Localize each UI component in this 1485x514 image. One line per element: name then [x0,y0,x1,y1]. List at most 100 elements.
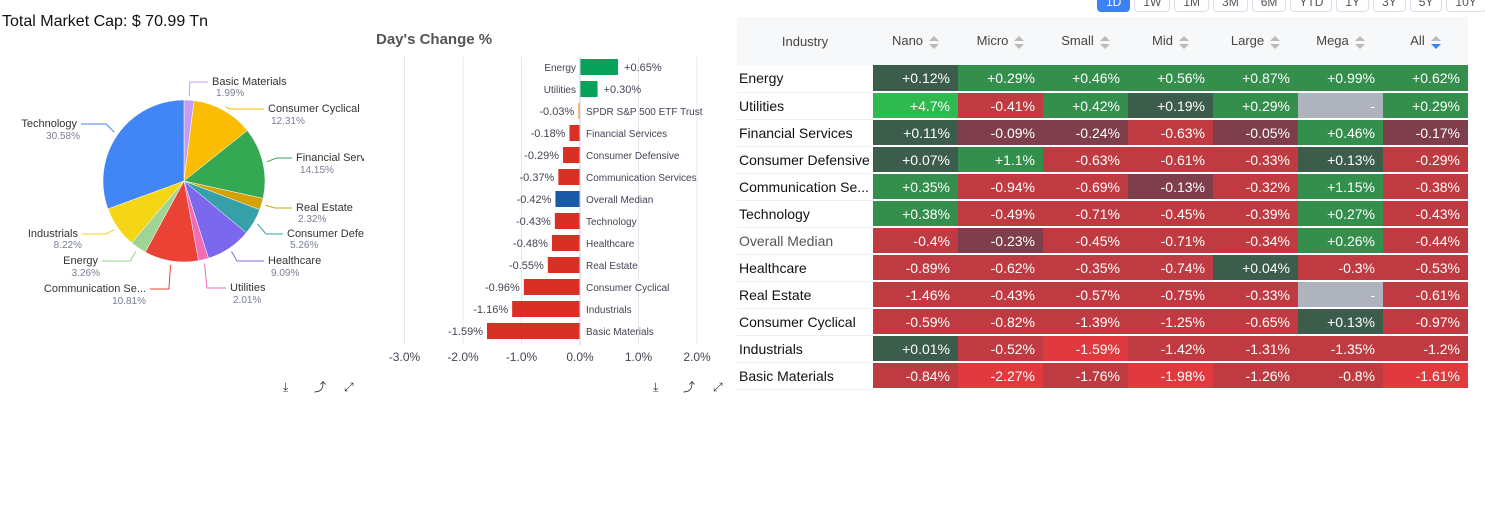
bar[interactable] [580,59,619,75]
sort-ascending-icon[interactable] [1430,35,1441,41]
sort-descending-icon[interactable] [1099,43,1110,49]
change-cell: -1.46% [873,281,958,309]
column-header-micro[interactable]: Micro [958,17,1043,65]
bar[interactable] [558,169,580,185]
timeframe-1d[interactable]: 1D [1097,0,1131,12]
sort-icon[interactable] [1099,35,1110,49]
sort-ascending-icon[interactable] [1270,35,1281,41]
pie-label: Industrials [27,228,78,240]
table-row[interactable]: Consumer Cyclical -0.59% -0.82% -1.39% -1.25… [737,308,1468,336]
table-row[interactable]: Basic Materials -0.84% -2.27% -1.76% -1.98% -… [737,362,1468,390]
pie-svg [81,81,292,290]
timeframe-3y[interactable]: 3Y [1373,0,1406,12]
header-label: Mega [1316,33,1349,49]
table-row[interactable]: Financial Services +0.11% -0.09% -0.24% -0.6… [737,119,1468,147]
sort-ascending-icon[interactable] [1178,35,1189,41]
column-header-large[interactable]: Large [1213,17,1298,65]
timeframe-ytd[interactable]: YTD [1290,0,1333,12]
x-tick-label: -2.0% [447,350,479,364]
sort-descending-icon[interactable] [1270,43,1281,49]
timeframe-6m[interactable]: 6M [1251,0,1287,12]
industry-name: Technology [737,200,873,228]
bar-category-label: Overall Median [586,195,653,206]
column-header-all[interactable]: All [1383,17,1468,65]
column-header-mid[interactable]: Mid [1128,17,1213,65]
pie-slice[interactable] [102,99,185,210]
bar[interactable] [512,301,580,317]
pie-label-line [257,223,283,235]
bar[interactable] [569,125,580,141]
change-cell: -1.35% [1298,335,1383,363]
change-cell: -0.38% [1383,173,1468,201]
download-icon[interactable]: ⤓ [653,380,659,394]
table-row[interactable]: Overall Median -0.4% -0.23% -0.45% -0.71% -0.… [737,227,1468,255]
sort-descending-icon[interactable] [1430,43,1441,49]
pie-slice[interactable] [183,100,248,182]
x-tick-label: 2.0% [683,350,711,364]
table-row[interactable]: Consumer Defensive +0.07% +1.1% -0.63% -0.61… [737,146,1468,174]
column-header-industry[interactable]: Industry [737,17,873,65]
change-cell: -0.43% [1383,200,1468,228]
sort-descending-icon[interactable] [1178,43,1189,49]
pie-label-line [102,250,137,262]
pie-label: Real Estate [296,202,353,214]
sort-descending-icon[interactable] [1014,43,1025,49]
change-cell: +0.12% [873,65,958,93]
table-row[interactable]: Industrials +0.01% -0.52% -1.59% -1.42% -1.31… [737,335,1468,363]
bar[interactable] [547,257,580,273]
table-row[interactable]: Utilities +4.7% -0.41% +0.42% +0.19% +0.29% - +… [737,92,1468,120]
column-header-mega[interactable]: Mega [1298,17,1383,65]
timeframe-5y[interactable]: 5Y [1409,0,1443,12]
change-cell: -1.2% [1383,335,1468,363]
industry-name: Healthcare [737,254,873,282]
sort-descending-icon[interactable] [929,43,940,49]
change-cell: -2.27% [958,362,1043,390]
x-tick-label: 0.0% [566,350,594,364]
change-cell: -0.09% [958,119,1043,147]
download-icon[interactable]: ⤓ [283,380,289,394]
timeframe-3m[interactable]: 3M [1213,0,1248,12]
column-header-small[interactable]: Small [1043,17,1128,65]
sort-descending-icon[interactable] [1354,43,1365,49]
bar[interactable] [580,81,598,97]
bar[interactable] [554,213,580,229]
sort-ascending-icon[interactable] [1354,35,1365,41]
change-cell: -0.75% [1128,281,1213,309]
table-row[interactable]: Technology +0.38% -0.49% -0.71% -0.45% -0.39%… [737,200,1468,228]
bar-category-label: Healthcare [586,239,635,250]
sort-icon[interactable] [929,35,940,49]
share-icon[interactable]: ⤴ [314,380,327,394]
timeframe-1w[interactable]: 1W [1134,0,1171,12]
bar[interactable] [578,103,580,119]
column-header-nano[interactable]: Nano [873,17,958,65]
sort-ascending-icon[interactable] [1014,35,1025,41]
sort-icon[interactable] [1014,35,1025,49]
timeframe-1m[interactable]: 1M [1174,0,1210,12]
change-cell: +0.29% [958,65,1043,93]
bar[interactable] [551,235,580,251]
sort-icon[interactable] [1430,35,1441,49]
sort-icon[interactable] [1178,35,1189,49]
sort-ascending-icon[interactable] [1099,35,1110,41]
table-row[interactable]: Real Estate -1.46% -0.43% -0.57% -0.75% -0.33… [737,281,1468,309]
bar[interactable] [486,323,580,339]
change-cell: -1.42% [1128,335,1213,363]
pie-slice[interactable] [183,130,266,199]
change-cell: +0.07% [873,146,958,174]
bar[interactable] [563,147,580,163]
sort-icon[interactable] [1270,35,1281,49]
share-icon[interactable]: ⤴ [683,380,696,394]
pie-label: Energy [63,255,98,267]
timeframe-10y[interactable]: 10Y [1446,0,1485,12]
expand-icon[interactable]: ⤢ [344,380,354,394]
bar[interactable] [523,279,580,295]
bar[interactable] [555,191,580,207]
sort-ascending-icon[interactable] [929,35,940,41]
table-row[interactable]: Energy +0.12% +0.29% +0.46% +0.56% +0.87% +0.9… [737,65,1468,93]
expand-icon[interactable]: ⤢ [713,380,723,394]
timeframe-1y[interactable]: 1Y [1336,0,1370,12]
change-cell: -0.82% [958,308,1043,336]
table-row[interactable]: Communication Se... +0.35% -0.94% -0.69% -0.… [737,173,1468,201]
sort-icon[interactable] [1354,35,1365,49]
table-row[interactable]: Healthcare -0.89% -0.62% -0.35% -0.74% +0.04%… [737,254,1468,282]
